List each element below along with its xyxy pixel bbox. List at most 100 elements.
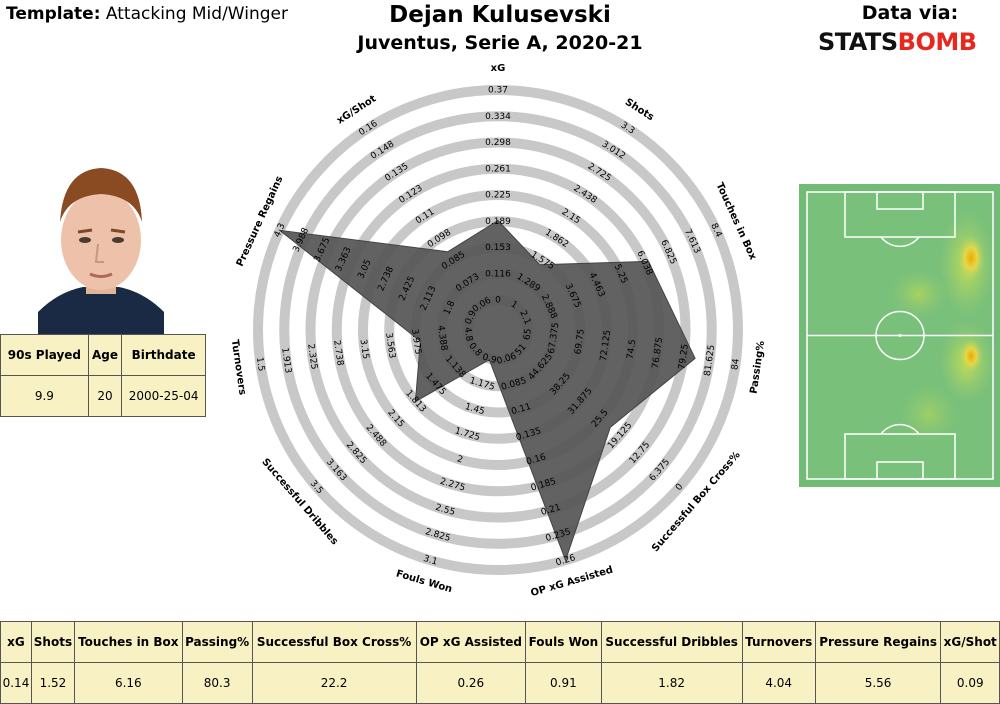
radar-ring (253, 85, 743, 575)
radar-tick-label: 1.913 (279, 347, 293, 374)
radar-tick-label: 7.613 (682, 228, 702, 256)
stats-header: Turnovers (741, 621, 816, 663)
radar-tick-label: 1.45 (464, 402, 486, 417)
radar-tick-label: 2 (456, 454, 464, 465)
radar-tick-label: 3.163 (324, 457, 348, 483)
stats-header: xG/Shot (940, 621, 1000, 663)
stats-header: xG (0, 621, 32, 663)
profile-value-birthdate: 2000-25-04 (121, 375, 206, 417)
radar-tick-label: 4.388 (435, 325, 449, 352)
stats-header: Touches in Box (73, 621, 183, 663)
stats-value: 22.2 (251, 662, 417, 704)
radar-axis-label: Shots (623, 97, 656, 124)
radar-tick-label: 2.488 (364, 423, 389, 449)
radar-tick-label: 6.825 (658, 239, 678, 267)
radar-tick-label: 76.875 (651, 337, 665, 370)
radar-tick-label: 0.334 (485, 112, 511, 122)
radar-tick-label: 0.135 (383, 162, 410, 184)
radar-axis-label: Passing% (749, 340, 768, 394)
template-key: Template: (6, 4, 101, 24)
radar-tick-label: 3.012 (600, 139, 627, 161)
radar-tick-label: 72.125 (599, 329, 613, 362)
radar-tick-label: 84 (730, 358, 742, 371)
radar-tick-label: 0.116 (485, 269, 511, 279)
radar-tick-label: 1.5 (254, 356, 266, 372)
radar-axis-label: xG (491, 63, 506, 74)
radar-tick-label: 0.123 (398, 184, 425, 206)
stats-value: 0.91 (525, 662, 602, 704)
stats-header: Successful Box Cross% (251, 621, 417, 663)
radar-tick-label: 74.5 (626, 339, 639, 360)
stats-value: 5.56 (814, 662, 942, 704)
data-via-label: Data via: (861, 2, 959, 24)
radar-tick-label: 1.175 (468, 376, 496, 393)
radar-tick-label: 2.825 (344, 440, 368, 466)
radar-tick-label: 0.098 (426, 228, 453, 250)
radar-tick-label: 2.55 (434, 503, 456, 518)
radar-tick-label: 0.298 (485, 138, 511, 148)
radar-tick-label: 2.438 (571, 184, 598, 206)
radar-tick-label: 0.189 (485, 217, 511, 227)
stats-value: 6.16 (73, 662, 183, 704)
radar-tick-label: 3.975 (409, 328, 423, 355)
radar-tick-label: 0.153 (485, 243, 511, 253)
stats-header: Passing% (181, 621, 253, 663)
radar-axis-label: Pressure Regains (235, 174, 286, 268)
radar-tick-label: 67.375 (547, 322, 561, 355)
stats-value: 1.52 (30, 662, 75, 704)
player-photo (38, 152, 164, 334)
logo-stats: STATS (818, 28, 898, 56)
logo-bomb: BOMB (897, 28, 977, 56)
radar-tick-label: 0.225 (485, 191, 511, 201)
template-value: Attacking Mid/Winger (105, 4, 288, 24)
radar-tick-label: 79.25 (677, 343, 691, 370)
radar-tick-label: 65 (522, 328, 534, 341)
stats-value: 1.82 (600, 662, 743, 704)
radar-tick-label: 2.738 (331, 340, 345, 367)
stats-header: Shots (30, 621, 75, 663)
radar-tick-label: 1 (509, 299, 519, 311)
stats-value: 4.04 (741, 662, 816, 704)
radar-tick-label: 6.375 (648, 457, 672, 483)
radar-tick-label: 1.862 (543, 228, 570, 250)
radar-tick-label: 0.261 (485, 164, 511, 174)
stats-value: 0.26 (415, 662, 527, 704)
radar-tick-label: 3.563 (383, 332, 397, 359)
stats-value: 0.14 (0, 662, 32, 704)
radar-tick-label: 3.1 (422, 554, 439, 568)
statsbomb-logo: STATSBOMB (818, 28, 977, 56)
template-label: Template: Attacking Mid/Winger (6, 4, 288, 24)
heat-zone (899, 384, 959, 444)
stats-header: Successful Dribbles (600, 621, 743, 663)
touch-heatmap (799, 184, 1000, 487)
radar-polygon (277, 219, 696, 562)
radar-tick-label: 12.75 (628, 440, 652, 466)
stats-header: OP xG Assisted (415, 621, 527, 663)
radar-axis-label: Fouls Won (395, 568, 454, 595)
profile-value-age: 20 (87, 375, 123, 417)
stats-header: Pressure Regains (814, 621, 942, 663)
stats-header: Fouls Won (525, 621, 602, 663)
radar-ring (305, 137, 691, 523)
profile-header-90s: 90s Played (0, 334, 89, 376)
stats-value: 0.09 (940, 662, 1000, 704)
radar-tick-label: 4.8 (462, 327, 474, 343)
radar-tick-label: 81.625 (703, 344, 717, 377)
radar-tick-label: 0 (495, 296, 501, 306)
radar-tick-label: 0.26 (555, 553, 577, 568)
heat-zone (959, 338, 983, 374)
subtitle: Juventus, Serie A, 2020-21 (357, 32, 643, 54)
radar-tick-label: 2.275 (439, 477, 467, 494)
heat-zone (889, 269, 949, 319)
profile-value-90s: 9.9 (0, 375, 89, 417)
radar-tick-label: 2.325 (305, 343, 319, 370)
radar-tick-label: 1.725 (453, 426, 481, 443)
profile-header-birthdate: Birthdate (121, 334, 206, 376)
player-name: Dejan Kulusevski (389, 2, 611, 28)
radar-tick-label: 0 (674, 482, 685, 493)
heat-zone (957, 234, 985, 282)
profile-header-age: Age (87, 334, 123, 376)
radar-tick-label: 3.15 (358, 339, 371, 360)
radar-tick-label: 69.75 (573, 328, 587, 355)
